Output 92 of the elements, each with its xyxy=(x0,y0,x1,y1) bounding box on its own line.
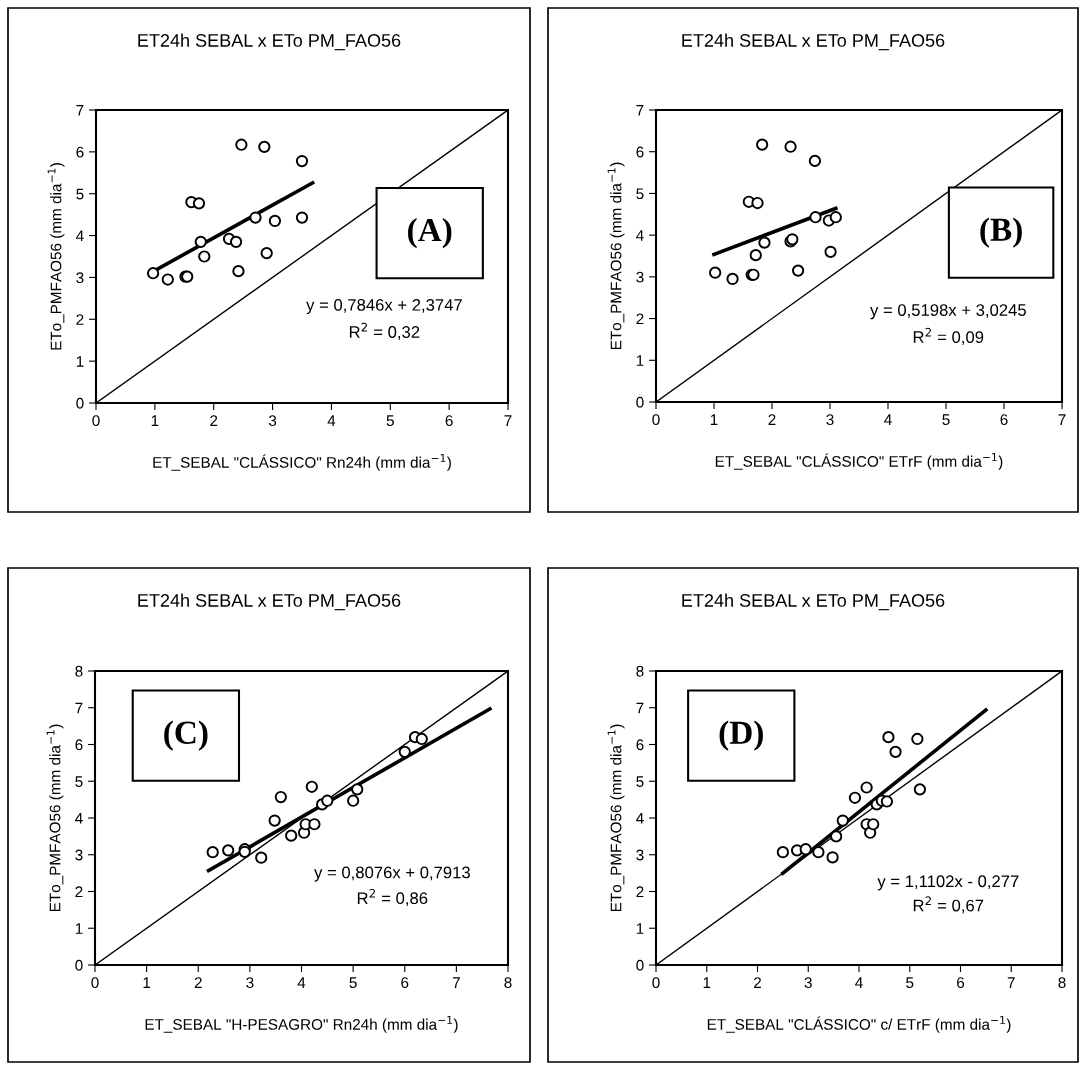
annotation: R$^{2}$ = 0,86 xyxy=(357,888,428,907)
x-tick-label: 5 xyxy=(386,415,394,427)
annotation: (C) xyxy=(164,720,208,751)
x-tick-label: 4 xyxy=(297,977,306,988)
annotation: (B) xyxy=(980,217,1022,248)
y-tick-label: 3 xyxy=(636,849,644,861)
y-tick-label: 2 xyxy=(75,886,83,898)
y-tick-label: 5 xyxy=(75,776,83,787)
x-axis-title: ET_SEBAL "H-PESAGRO" Rn24h (mm dia$^{−1}$) xyxy=(145,1016,458,1033)
y-tick-label: 6 xyxy=(76,146,84,158)
x-tick-label: 7 xyxy=(504,415,512,426)
x-tick-label: 1 xyxy=(703,977,711,988)
x-tick-label: 7 xyxy=(452,977,460,988)
annotation: y = 0,8076x + 0,7913 xyxy=(314,866,470,882)
x-axis-title: ET_SEBAL "CLÁSSICO" ETrF (mm dia$^{−1}$) xyxy=(715,453,1003,470)
y-tick-label: 1 xyxy=(76,356,84,367)
x-tick-label: 6 xyxy=(445,415,453,427)
x-tick-label: 0 xyxy=(91,977,99,989)
y-tick-label: 7 xyxy=(636,105,644,116)
x-tick-label: 4 xyxy=(327,415,336,426)
x-tick-label: 3 xyxy=(246,977,254,989)
x-tick-label: 1 xyxy=(143,977,151,988)
annotation: (D) xyxy=(719,720,763,751)
x-tick-label: 0 xyxy=(92,415,100,427)
y-tick-label: 0 xyxy=(76,397,84,409)
y-tick-label: 4 xyxy=(636,813,644,824)
y-tick-label: 1 xyxy=(636,923,644,934)
y-tick-label: 6 xyxy=(75,739,83,751)
y-tick-label: 8 xyxy=(636,665,644,677)
y-axis-title: ETo_PMFAO56 (mm dia$^{−1}$) xyxy=(607,162,625,350)
y-axis-title: ETo_PMFAO56 (mm dia$^{−1}$) xyxy=(607,724,625,912)
y-tick-label: 2 xyxy=(76,314,84,325)
y-tick-label: 0 xyxy=(636,959,644,971)
x-axis-title: ET_SEBAL "CLÁSSICO" Rn24h (mm dia$^{−1}$) xyxy=(153,454,451,471)
x-tick-label: 2 xyxy=(768,414,776,425)
annotation: y = 1,1102x - 0,277 xyxy=(877,875,1019,891)
x-axis-title: ET_SEBAL "CLÁSSICO" c/ ETrF (mm dia$^{−1}$) xyxy=(707,1016,1011,1033)
x-tick-label: 7 xyxy=(1007,977,1015,988)
y-tick-label: 0 xyxy=(75,959,83,971)
y-tick-label: 8 xyxy=(75,665,83,677)
x-tick-label: 3 xyxy=(804,977,812,989)
y-tick-label: 5 xyxy=(76,188,84,200)
x-tick-label: 5 xyxy=(906,977,914,989)
x-tick-label: 8 xyxy=(1058,977,1066,989)
y-tick-label: 4 xyxy=(636,230,644,241)
x-tick-label: 8 xyxy=(504,977,512,989)
x-tick-label: 0 xyxy=(652,414,660,426)
y-tick-label: 7 xyxy=(636,702,644,714)
annotation: y = 0,7846x + 2,3747 xyxy=(306,298,462,315)
y-tick-label: 4 xyxy=(75,813,83,824)
y-tick-label: 2 xyxy=(636,313,644,325)
y-tick-label: 2 xyxy=(636,886,644,898)
x-tick-label: 4 xyxy=(855,977,863,988)
y-tick-label: 3 xyxy=(636,271,644,283)
annotation: R$^{2}$ = 0,67 xyxy=(913,896,984,914)
y-tick-label: 4 xyxy=(76,230,84,242)
x-tick-label: 6 xyxy=(1000,414,1008,426)
y-tick-label: 3 xyxy=(75,849,83,861)
x-tick-label: 2 xyxy=(194,977,202,988)
y-tick-label: 6 xyxy=(636,146,644,158)
x-tick-label: 2 xyxy=(754,977,761,988)
y-tick-label: 1 xyxy=(75,923,83,934)
x-tick-label: 3 xyxy=(826,414,834,426)
x-tick-label: 1 xyxy=(151,415,159,426)
y-tick-label: 5 xyxy=(636,188,644,200)
x-tick-label: 6 xyxy=(401,977,409,989)
x-tick-label: 0 xyxy=(652,977,660,989)
x-tick-label: 7 xyxy=(1058,414,1066,425)
x-tick-label: 4 xyxy=(884,414,892,425)
annotation: (A) xyxy=(408,217,452,249)
y-tick-label: 6 xyxy=(636,739,644,751)
annotation: R$^{2}$ = 0,32 xyxy=(349,322,420,340)
annotation: y = 0,5198x + 3,0245 xyxy=(870,304,1026,320)
y-tick-label: 5 xyxy=(636,776,644,787)
annotation: R$^{2}$ = 0,09 xyxy=(913,327,984,345)
chart-title: ET24h SEBAL x ETo PM_FAO56 xyxy=(682,33,945,51)
chart-title: ET24h SEBAL x ETo PM_FAO56 xyxy=(682,593,945,611)
chart-title: ET24h SEBAL x ETo PM_FAO56 xyxy=(138,593,401,611)
x-tick-label: 6 xyxy=(957,977,965,989)
y-tick-label: 0 xyxy=(636,396,644,408)
y-tick-label: 1 xyxy=(636,355,644,366)
y-tick-label: 7 xyxy=(76,105,84,116)
x-tick-label: 5 xyxy=(349,977,357,989)
x-tick-label: 5 xyxy=(942,414,950,426)
x-tick-label: 2 xyxy=(210,415,218,426)
y-tick-label: 7 xyxy=(75,702,83,714)
x-tick-label: 1 xyxy=(710,414,718,425)
x-tick-label: 3 xyxy=(268,415,277,427)
y-tick-label: 3 xyxy=(76,272,84,284)
y-axis-title: ETo_PMFAO56 (mm dia$^{−1}$) xyxy=(46,724,64,912)
chart-title: ET24h SEBAL x ETo PM_FAO56 xyxy=(138,33,401,51)
y-axis-title: ETo_PMFAO56 (mm dia$^{−1}$) xyxy=(47,163,65,350)
